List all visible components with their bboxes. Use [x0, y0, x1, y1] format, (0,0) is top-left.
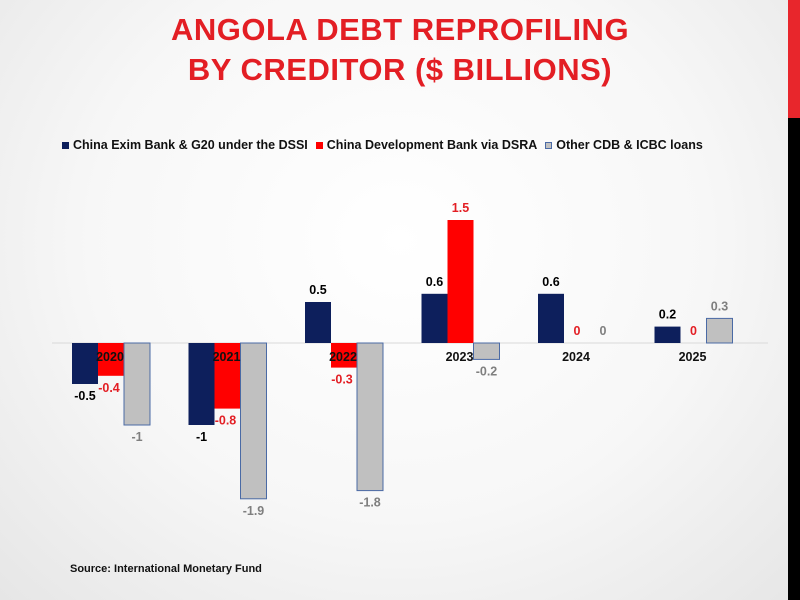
chart-legend: China Exim Bank & G20 under the DSSI Chi…: [62, 136, 762, 154]
bar-exim-2025: [654, 326, 681, 343]
legend-label-other: Other CDB & ICBC loans: [556, 138, 703, 152]
accent-bar-black: [788, 118, 800, 600]
legend-swatch-exim: [62, 141, 69, 149]
x-tick-label-2021: 2021: [213, 350, 241, 364]
bar-exim-2023: [421, 293, 448, 343]
bar-exim-2020: [72, 343, 98, 384]
title-line-2: BY CREDITOR ($ BILLIONS): [187, 52, 613, 87]
legend-item-cdb: China Development Bank via DSRA: [315, 138, 538, 152]
legend-item-exim: China Exim Bank & G20 under the DSSI: [62, 138, 308, 152]
bar-cdb-2021: [214, 343, 241, 409]
legend-swatch-other: [545, 141, 553, 149]
bar-other-2020: [123, 342, 151, 426]
legend-item-other: Other CDB & ICBC loans: [545, 138, 703, 152]
bar-cdb-2023: [447, 220, 474, 343]
bar-exim-2024: [538, 293, 564, 343]
data-label-cdb-2020: -0.4: [98, 381, 120, 395]
data-label-exim-2022: 0.5: [309, 283, 326, 297]
data-label-cdb-2024: 0: [574, 324, 581, 338]
data-label-other-2020: -1: [131, 430, 142, 444]
bar-cdb-2020: [98, 343, 124, 376]
x-tick-label-2022: 2022: [329, 350, 357, 364]
bar-exim-2022: [305, 302, 331, 343]
data-label-exim-2021: -1: [196, 430, 207, 444]
legend-swatch-cdb: [315, 141, 323, 149]
data-label-other-2024: 0: [600, 324, 607, 338]
data-label-exim-2024: 0.6: [542, 275, 559, 289]
data-label-cdb-2022: -0.3: [331, 373, 353, 387]
data-label-other-2021: -1.9: [243, 504, 265, 518]
data-label-cdb-2025: 0: [690, 324, 697, 338]
x-tick-label-2023: 2023: [446, 350, 474, 364]
bar-cdb-2022: [331, 343, 357, 368]
slide-title: ANGOLA DEBT REPROFILING BY CREDITOR ($ B…: [60, 10, 740, 90]
data-label-exim-2020: -0.5: [74, 389, 96, 403]
legend-label-exim: China Exim Bank & G20 under the DSSI: [73, 138, 308, 152]
source-note: Source: International Monetary Fund: [70, 563, 262, 575]
data-label-cdb-2021: -0.8: [215, 414, 237, 428]
x-tick-label-2020: 2020: [96, 350, 124, 364]
bar-other-2023: [473, 342, 500, 360]
data-label-cdb-2023: 1.5: [452, 201, 469, 215]
data-label-other-2022: -1.8: [359, 496, 381, 510]
bar-exim-2021: [188, 343, 215, 425]
data-label-other-2025: 0.3: [711, 299, 728, 313]
data-label-other-2023: -0.2: [476, 364, 498, 378]
data-label-exim-2023: 0.6: [426, 275, 443, 289]
data-label-exim-2025: 0.2: [659, 308, 676, 322]
x-tick-label-2025: 2025: [679, 350, 707, 364]
accent-bar-red: [788, 0, 800, 118]
title-line-1: ANGOLA DEBT REPROFILING: [170, 12, 630, 47]
legend-label-cdb: China Development Bank via DSRA: [326, 138, 538, 152]
bar-other-2021: [240, 342, 267, 500]
x-tick-label-2024: 2024: [562, 350, 590, 364]
bar-other-2022: [356, 342, 384, 492]
bar-other-2025: [706, 317, 733, 344]
